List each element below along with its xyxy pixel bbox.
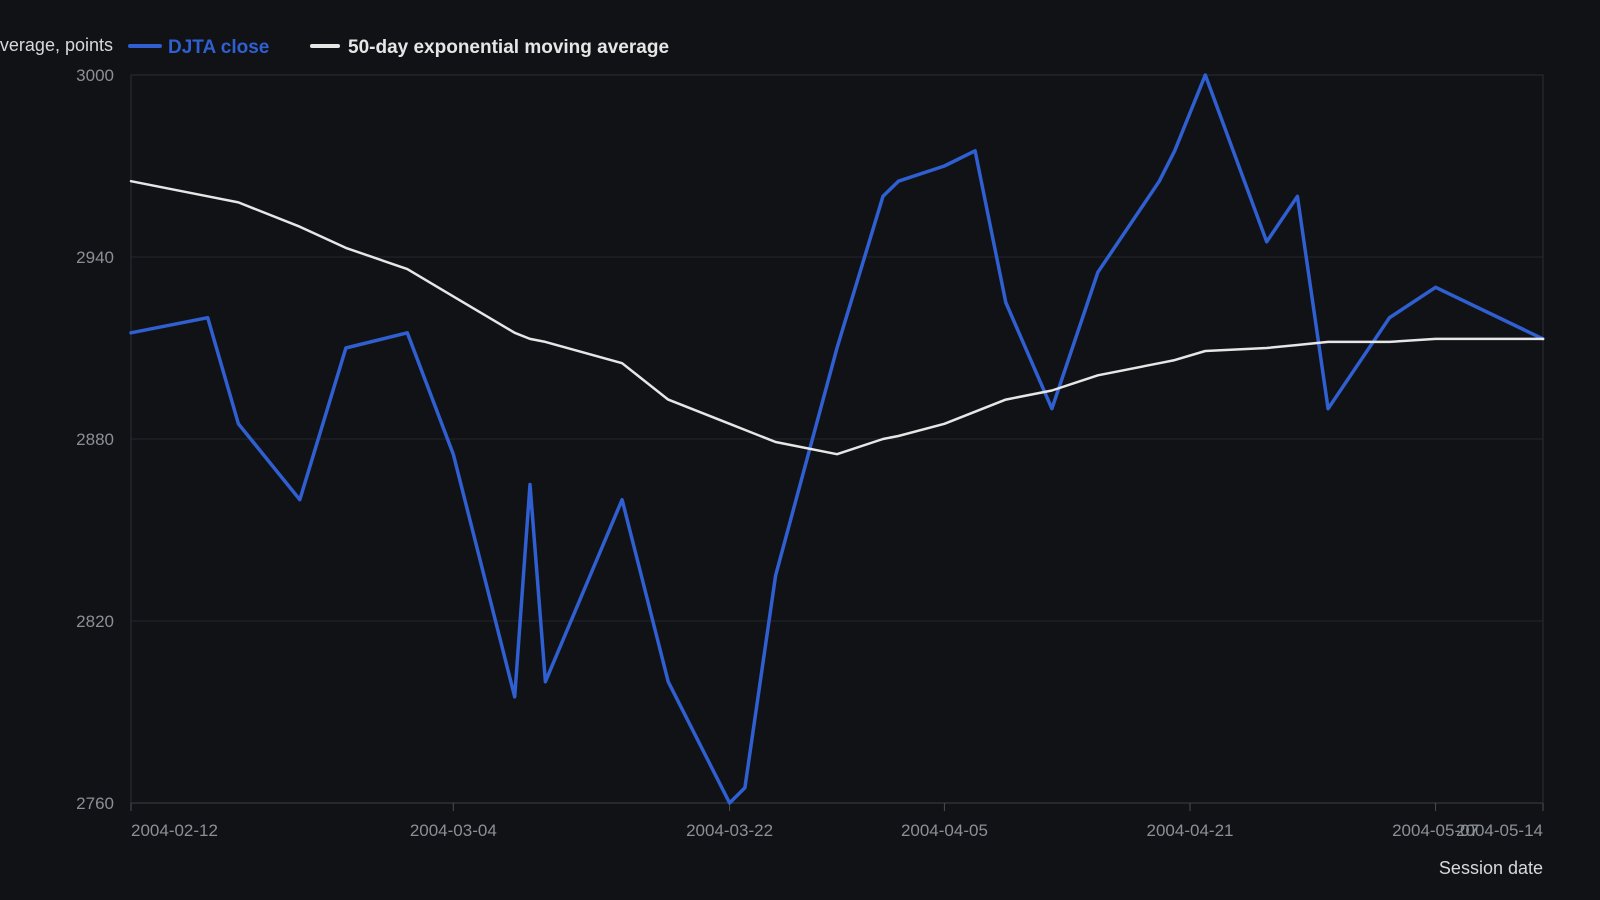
y-tick-label: 2880 bbox=[76, 430, 114, 449]
x-tick-label: 2004-03-04 bbox=[410, 821, 497, 840]
x-tick-label: 2004-05-07 bbox=[1392, 821, 1479, 840]
y-axis-label: Average, points bbox=[0, 35, 113, 55]
x-axis: 2004-02-12 2004-03-04 2004-03-22 2004-04-05… bbox=[130, 802, 1544, 840]
legend-item-djta-close: DJTA close bbox=[128, 37, 269, 58]
grid bbox=[131, 74, 1543, 804]
legend: DJTA close 50-day exponential moving ave… bbox=[128, 37, 669, 58]
x-tick-label: 2004-03-22 bbox=[686, 821, 773, 840]
y-axis: 2760 2820 2880 2940 3000 bbox=[76, 66, 114, 813]
x-axis-label: Session date bbox=[1439, 858, 1543, 878]
series-layer bbox=[129, 73, 1545, 805]
x-tick-label: 2004-02-12 bbox=[131, 821, 218, 840]
x-tick-label: 2004-04-21 bbox=[1147, 821, 1234, 840]
series-line-ema bbox=[129, 179, 1545, 456]
legend-item-ema: 50-day exponential moving average bbox=[310, 37, 669, 58]
y-tick-label: 2940 bbox=[76, 248, 114, 267]
x-tick-label: 2004-05-14 bbox=[1456, 821, 1543, 840]
y-tick-label: 2820 bbox=[76, 612, 114, 631]
x-tick-label: 2004-04-05 bbox=[901, 821, 988, 840]
series-line-djta-close bbox=[129, 73, 1545, 805]
legend-label: DJTA close bbox=[168, 37, 269, 58]
y-tick-label: 3000 bbox=[76, 66, 114, 85]
legend-label: 50-day exponential moving average bbox=[348, 37, 669, 58]
y-tick-label: 2760 bbox=[76, 794, 114, 813]
